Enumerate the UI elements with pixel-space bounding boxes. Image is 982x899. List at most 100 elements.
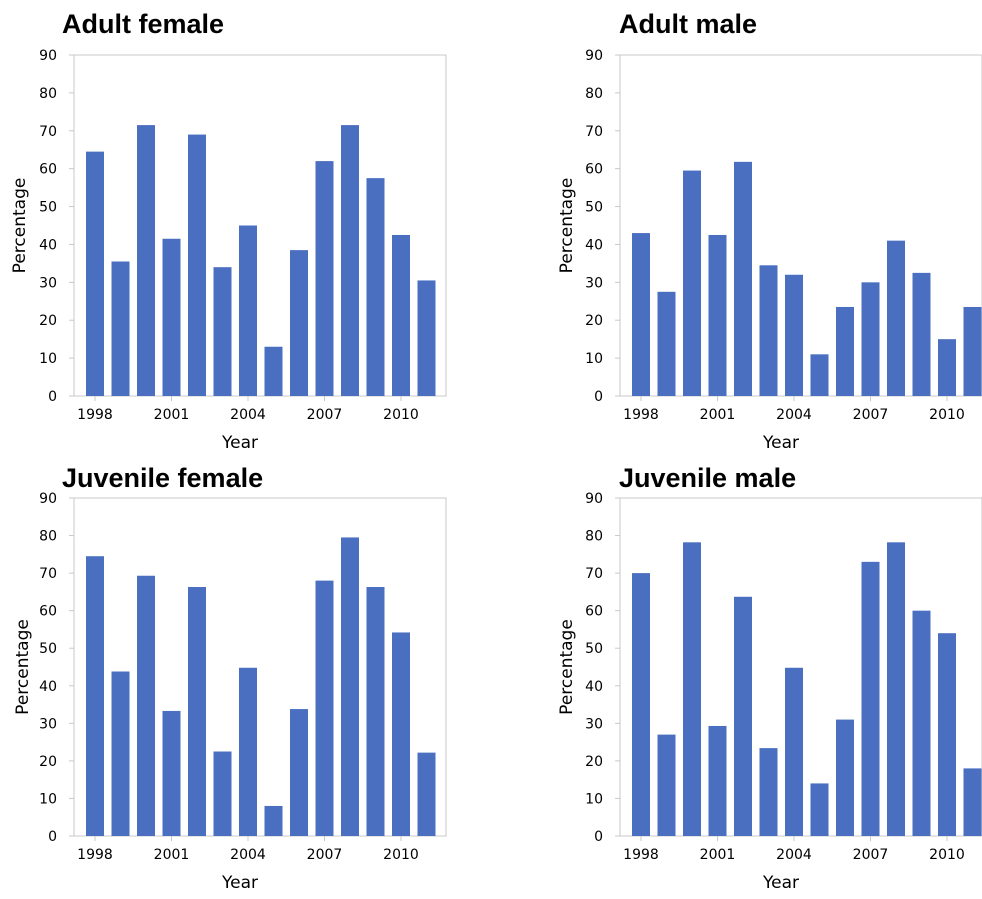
bar-2007: [315, 580, 334, 836]
y-tick-label: 10: [39, 791, 57, 807]
chart-panel-1: 0 10 20 30 40 50 60 70 80 90 1998 2001 2004 2007 2010 A…: [10, 9, 447, 453]
y-tick-label: 80: [39, 529, 57, 545]
bar-1999: [657, 734, 676, 836]
x-tick-label: 2001: [154, 407, 190, 423]
y-tick-label: 70: [39, 566, 57, 582]
bar-2002: [188, 134, 206, 397]
y-tick-label: 30: [585, 275, 603, 291]
chart-panel-2: 0 10 20 30 40 50 60 70 80 90 1998 2001 2004 2007 2010 A…: [557, 9, 982, 453]
bar-2009: [912, 610, 931, 836]
bar-1999: [111, 261, 130, 396]
bar-2003: [759, 265, 778, 396]
y-tick-label: 30: [39, 716, 57, 732]
bar-2001: [708, 234, 727, 396]
bar-2001: [708, 725, 727, 836]
bar-2011: [963, 768, 982, 836]
plot-frame: [73, 497, 447, 837]
y-axis-label: Percentage: [13, 619, 33, 715]
y-tick-label: 90: [39, 48, 57, 64]
x-tick-label: 2010: [929, 847, 965, 863]
x-tick-label: 2004: [230, 847, 266, 863]
y-tick-label: 90: [585, 491, 603, 507]
bar-2005: [810, 783, 829, 836]
bar-2007: [861, 282, 880, 396]
chart-title: Juvenile male: [619, 463, 796, 493]
x-tick-label: 2007: [307, 407, 343, 423]
chart-title: Adult male: [619, 9, 757, 39]
bar-2003: [759, 748, 778, 836]
bar-2009: [366, 587, 385, 836]
bar-2001: [162, 710, 181, 836]
y-axis-label: Percentage: [557, 619, 577, 715]
y-tick-label: 90: [39, 491, 57, 507]
bar-2004: [785, 667, 803, 836]
bar-2006: [290, 250, 308, 396]
x-tick-label: 2010: [383, 407, 419, 423]
x-tick-label: 2004: [776, 407, 812, 423]
bar-2004: [785, 274, 803, 396]
y-tick-label: 0: [594, 829, 603, 845]
plot-frame: [73, 54, 447, 397]
bar-2010: [392, 632, 410, 836]
y-tick-label: 40: [585, 237, 603, 253]
chart-panel-4: 0 10 20 30 40 50 60 70 80 90 1998 2001 2004 2007 2010 J…: [557, 463, 982, 893]
x-tick-label: 2004: [230, 407, 266, 423]
bar-1998: [86, 151, 104, 396]
bar-2003: [213, 751, 232, 836]
bar-1999: [657, 291, 676, 396]
y-tick-label: 30: [39, 275, 57, 291]
bar-2011: [963, 306, 982, 396]
bar-2007: [861, 561, 880, 836]
y-tick-label: 40: [39, 237, 57, 253]
x-tick-label: 2004: [776, 847, 812, 863]
y-tick-label: 70: [585, 566, 603, 582]
bar-2005: [810, 354, 829, 396]
y-tick-label: 60: [39, 162, 57, 178]
bar-2002: [188, 587, 206, 836]
y-tick-label: 70: [39, 124, 57, 140]
bar-2007: [315, 161, 334, 396]
bar-1998: [86, 556, 104, 836]
bar-2002: [734, 161, 752, 396]
bar-2011: [417, 752, 436, 836]
bar-2000: [137, 575, 155, 836]
chart-title: Adult female: [62, 9, 224, 39]
y-tick-label: 80: [585, 529, 603, 545]
bar-1999: [111, 671, 130, 836]
bar-1998: [632, 233, 650, 396]
bar-2009: [366, 178, 385, 396]
chart-title: Juvenile female: [62, 463, 263, 493]
bar-2000: [137, 125, 155, 396]
bar-1998: [632, 573, 650, 836]
bar-2000: [683, 542, 701, 836]
y-axis-label: Percentage: [557, 178, 577, 274]
bar-2011: [417, 280, 436, 396]
bar-2006: [836, 719, 854, 836]
x-tick-label: 2010: [929, 407, 965, 423]
bar-2002: [734, 596, 752, 836]
y-tick-label: 0: [48, 829, 57, 845]
bar-2008: [341, 537, 359, 836]
bar-2004: [239, 225, 257, 396]
bar-2006: [836, 306, 854, 396]
x-tick-label: 1998: [77, 407, 113, 423]
bar-2004: [239, 667, 257, 836]
bar-2008: [887, 240, 905, 396]
bar-2009: [912, 272, 931, 396]
y-tick-label: 60: [585, 162, 603, 178]
x-tick-label: 2007: [853, 407, 889, 423]
y-tick-label: 90: [585, 48, 603, 64]
y-tick-label: 20: [39, 313, 57, 329]
y-tick-label: 60: [585, 604, 603, 620]
x-axis-label: Year: [221, 433, 258, 453]
x-tick-label: 2007: [853, 847, 889, 863]
x-axis-label: Year: [221, 873, 258, 893]
y-tick-label: 50: [39, 200, 57, 216]
bar-2008: [341, 125, 359, 396]
y-tick-label: 50: [39, 641, 57, 657]
y-tick-label: 20: [39, 754, 57, 770]
x-tick-label: 2001: [700, 407, 736, 423]
bar-2008: [887, 542, 905, 836]
bar-2005: [264, 346, 283, 396]
